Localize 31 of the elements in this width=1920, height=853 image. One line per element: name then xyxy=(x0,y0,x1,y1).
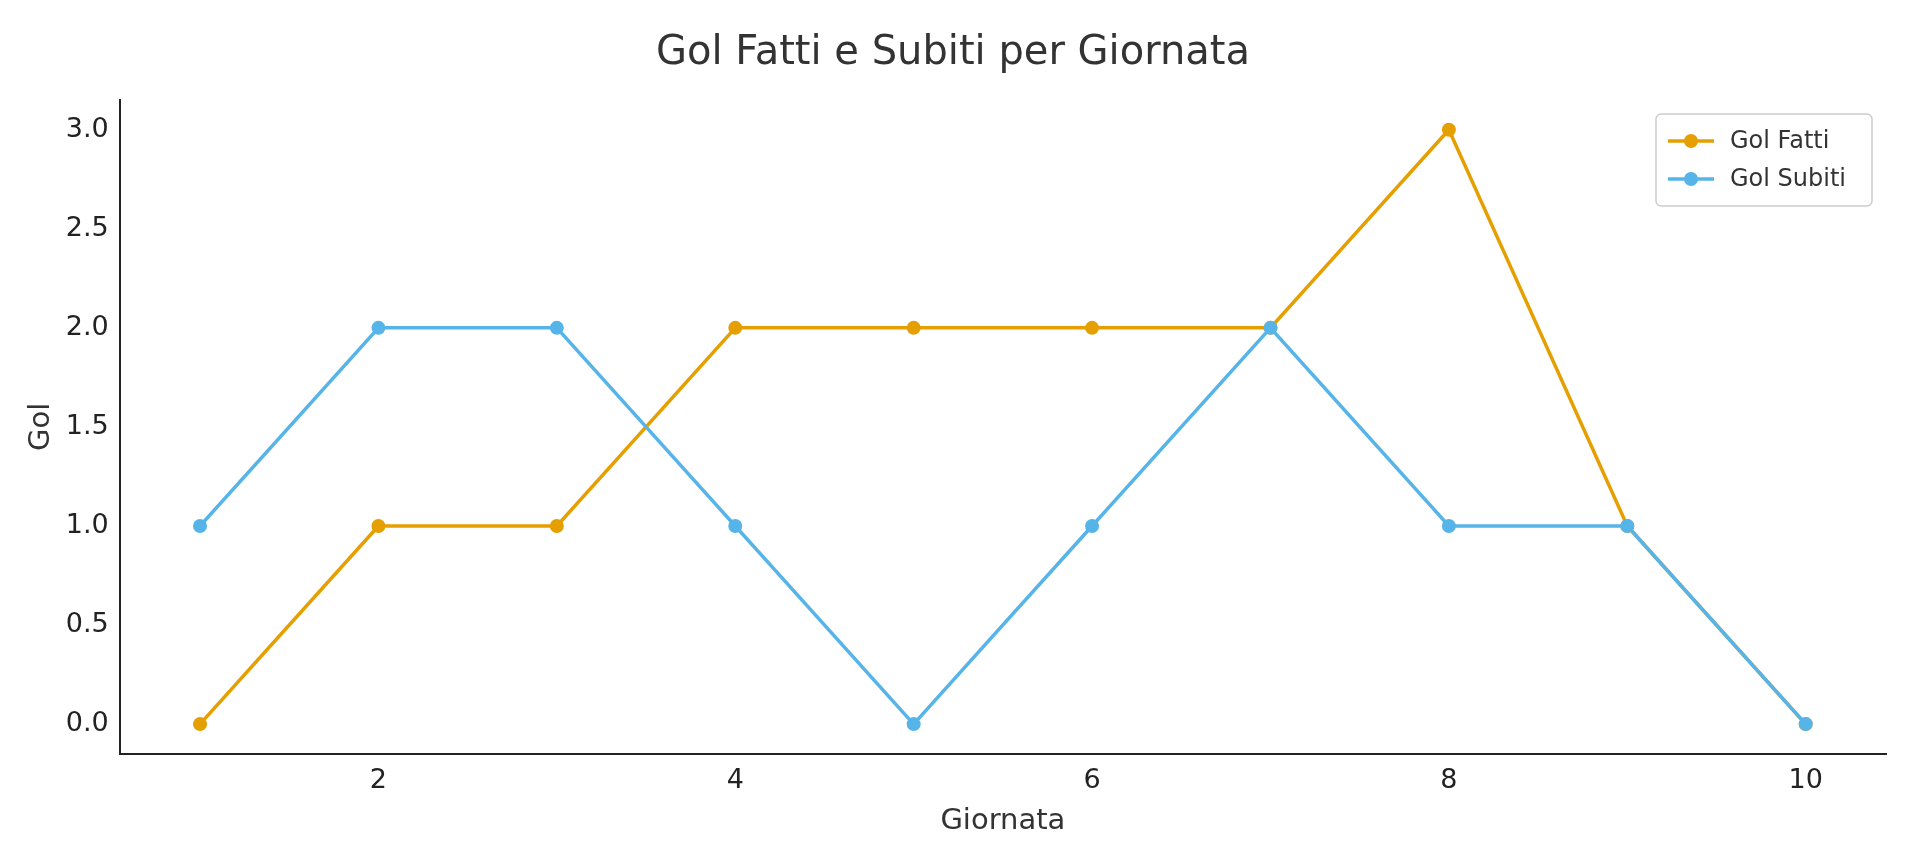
y-tick-label: 0.5 xyxy=(65,607,109,639)
legend-label: Gol Fatti xyxy=(1730,126,1830,155)
point xyxy=(728,518,743,533)
x-tick-label: 10 xyxy=(1788,763,1823,795)
y-tick-label: 3.0 xyxy=(65,111,109,143)
point xyxy=(1085,518,1100,533)
point xyxy=(549,518,564,533)
x-tick-label: 4 xyxy=(726,763,744,795)
x-tick-label: 8 xyxy=(1440,763,1458,795)
y-tick-label: 1.0 xyxy=(65,507,109,539)
point xyxy=(193,518,208,533)
y-tick-label: 1.5 xyxy=(65,408,109,440)
y-tick-label: 2.0 xyxy=(65,309,109,341)
y-axis-title: Gol xyxy=(21,402,56,452)
point xyxy=(371,518,386,533)
y-tick-label: 2.5 xyxy=(65,210,109,242)
x-tick-label: 2 xyxy=(369,763,388,795)
legend-label: Gol Subiti xyxy=(1730,164,1847,193)
point xyxy=(906,320,921,335)
point xyxy=(1441,518,1456,533)
x-axis-title: Giornata xyxy=(940,802,1066,837)
chart-title: Gol Fatti e Subiti per Giornata xyxy=(656,27,1250,74)
point xyxy=(1441,122,1456,137)
y-tick-label: 0.0 xyxy=(65,706,109,738)
point xyxy=(906,717,921,732)
x-tick-label: 6 xyxy=(1083,763,1101,795)
point xyxy=(371,320,386,335)
point xyxy=(549,320,564,335)
point xyxy=(1085,320,1100,335)
point xyxy=(193,717,208,732)
point xyxy=(728,320,743,335)
